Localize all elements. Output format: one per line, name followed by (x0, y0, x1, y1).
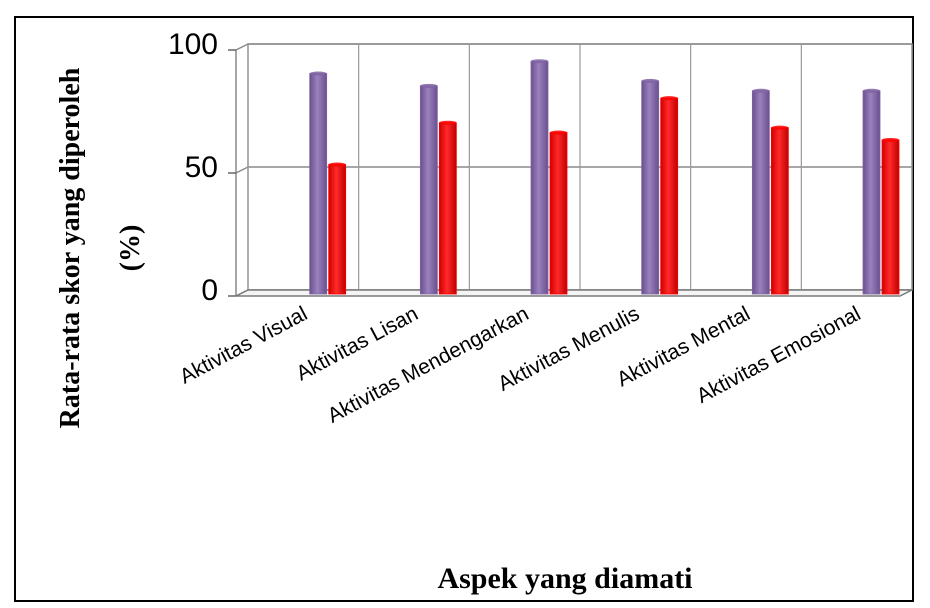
bar-cap (550, 130, 568, 135)
bar (641, 80, 660, 295)
gridline-side (235, 43, 249, 51)
bar (328, 164, 347, 295)
bar (419, 85, 438, 295)
bar (660, 97, 679, 295)
bar-cap (752, 88, 770, 93)
bars (309, 59, 900, 295)
bar-cap (328, 162, 346, 167)
bar (309, 73, 328, 295)
bar (549, 132, 568, 295)
bar (881, 139, 900, 295)
bar (751, 90, 770, 295)
x-category-label: Aktivitas Visual (176, 302, 311, 388)
bar (862, 90, 881, 295)
bar-cap (420, 83, 438, 88)
bar-cap (641, 78, 659, 83)
bar-cap (531, 59, 549, 64)
bar-cap (863, 88, 881, 93)
bar (770, 127, 789, 295)
bar-cap (439, 120, 457, 125)
bar-cap (309, 71, 327, 76)
bar-cap (882, 137, 900, 142)
bar-cap (660, 96, 678, 101)
y-tick-labels: 0 50 100 (168, 28, 218, 307)
plot-grid (228, 43, 913, 297)
floor (235, 289, 913, 297)
bar (438, 122, 457, 295)
gridline-side (235, 166, 249, 174)
x-axis-label: Aspek yang diamati (437, 562, 692, 595)
x-category-label: Aktivitas Mendengarkan (324, 302, 533, 428)
y-tick-label: 0 (201, 274, 218, 307)
y-axis-label: Rata-rata skor yang diperoleh (55, 67, 86, 428)
y-tick-label: 100 (168, 28, 218, 61)
y-axis-label-unit: (%) (115, 225, 146, 272)
bar-cap (771, 125, 789, 130)
bar (530, 60, 549, 295)
y-tick-label: 50 (185, 151, 218, 184)
